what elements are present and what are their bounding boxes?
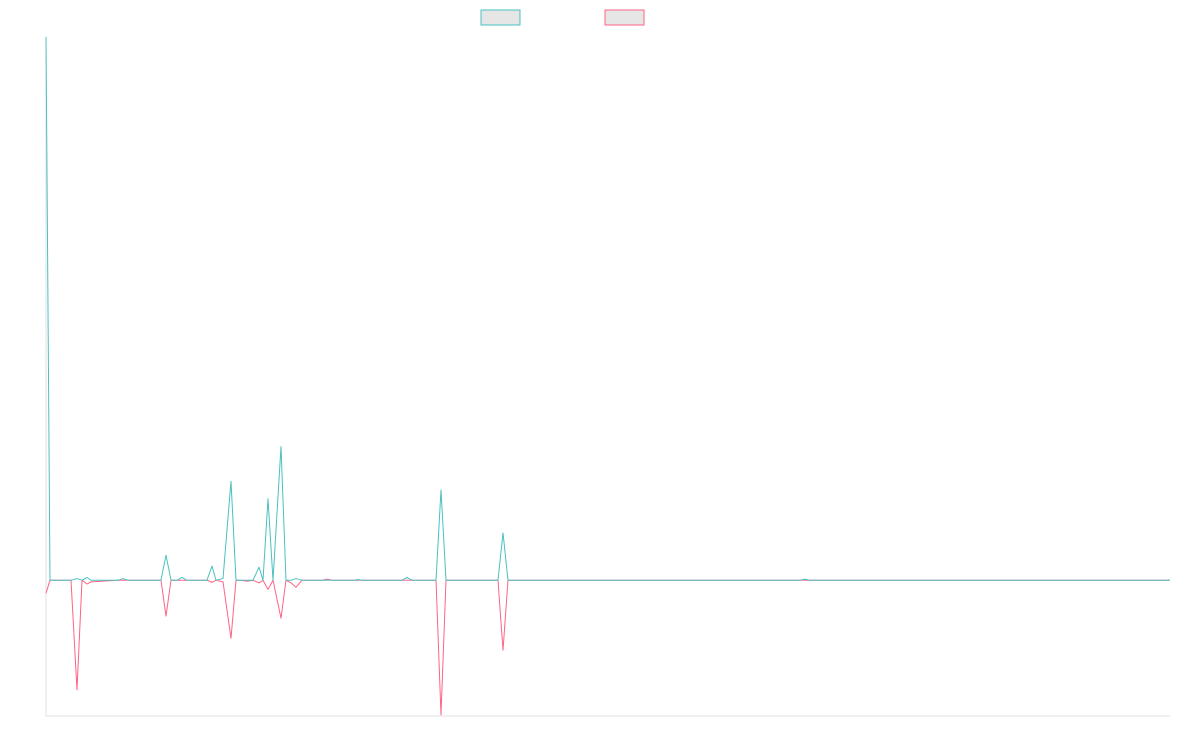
series-line [45,36,1170,581]
series-line [45,578,1170,716]
legend-swatch [604,9,645,26]
legend-swatch [480,9,521,26]
